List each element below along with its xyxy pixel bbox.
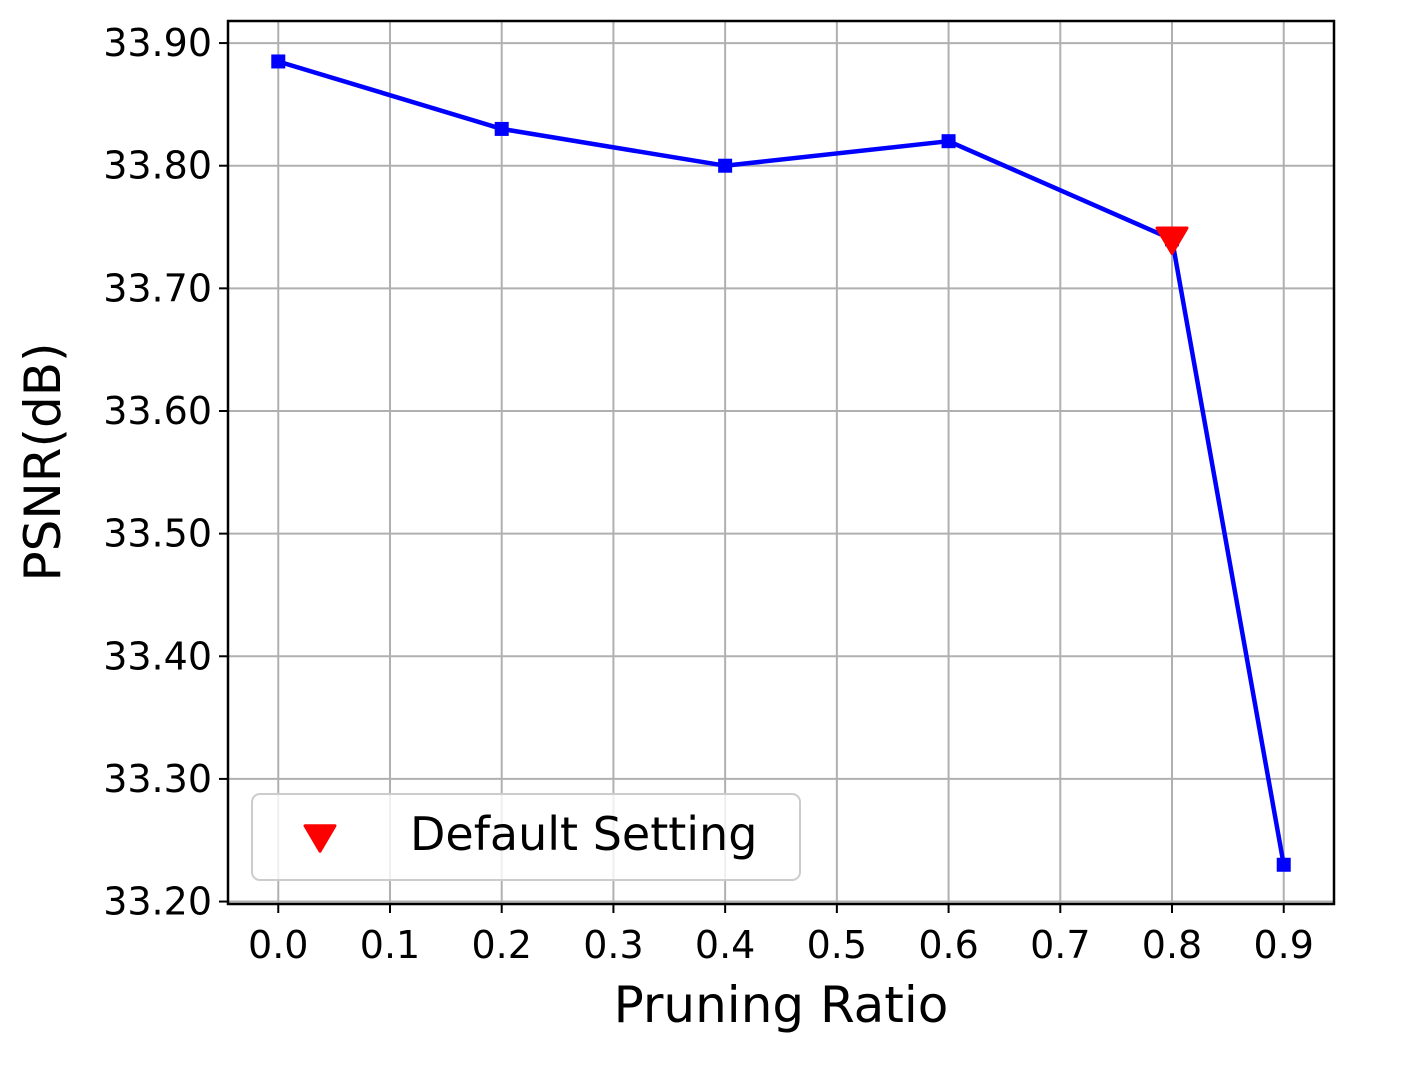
legend-marker-triangle-icon	[303, 824, 337, 853]
data-point	[1276, 857, 1291, 872]
x-tick-label: 0.8	[1142, 923, 1202, 967]
highlight-layer	[1155, 226, 1189, 256]
x-tick-label: 0.1	[360, 923, 420, 967]
y-axis-label: PSNR(dB)	[14, 342, 72, 581]
x-tick-label: 0.9	[1254, 923, 1314, 967]
y-tick-label: 33.70	[103, 266, 212, 310]
x-tick-label: 0.6	[918, 923, 978, 967]
legend-box	[251, 793, 801, 881]
data-point	[718, 158, 733, 173]
x-axis-ticks: 0.0 0.1 0.2 0.3 0.4 0.5 0.6 0.7 0.8 0.9	[248, 904, 1314, 967]
y-tick-label: 33.80	[103, 144, 212, 188]
y-tick-label: 33.30	[103, 757, 212, 801]
x-tick-label: 0.2	[471, 923, 531, 967]
plot-frame	[226, 19, 1336, 906]
legend-label: Default Setting	[410, 807, 757, 861]
x-tick-label: 0.5	[807, 923, 867, 967]
data-point	[271, 54, 286, 69]
y-tick-label: 33.50	[103, 512, 212, 556]
x-tick-label: 0.7	[1030, 923, 1090, 967]
y-tick-label: 33.60	[103, 389, 212, 433]
y-axis-ticks: 33.20 33.30 33.40 33.50 33.60 33.70 33.80 33.90	[103, 21, 228, 924]
x-tick-label: 0.4	[695, 923, 755, 967]
y-tick-label: 33.40	[103, 634, 212, 678]
plot-background	[228, 21, 1334, 904]
y-tick-label: 33.20	[103, 880, 212, 924]
y-tick-label: 33.90	[103, 21, 212, 65]
series-line	[277, 59, 1286, 866]
grid	[228, 21, 1334, 904]
x-axis-label: Pruning Ratio	[614, 976, 949, 1034]
legend: Default Setting	[251, 793, 801, 881]
x-tick-label: 0.0	[248, 923, 308, 967]
data-point	[941, 134, 956, 149]
data-point	[494, 121, 509, 136]
default-setting-marker	[1155, 226, 1189, 256]
x-tick-label: 0.3	[583, 923, 643, 967]
